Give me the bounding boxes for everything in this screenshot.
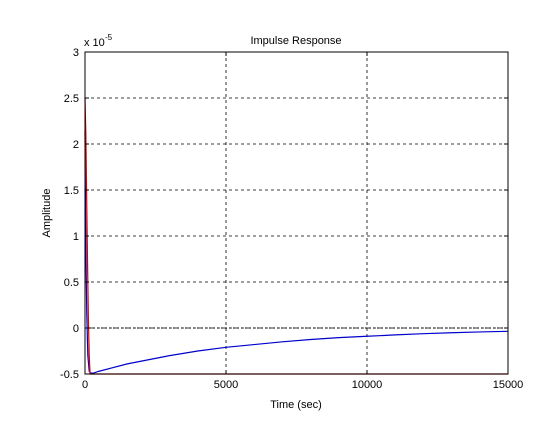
- y-tick-label: 3: [73, 47, 79, 59]
- y-exponent-power: -5: [105, 33, 113, 42]
- y-tick-label: 2.5: [64, 93, 79, 105]
- y-tick-label: 1: [73, 231, 79, 243]
- y-axis-label: Amplitude: [41, 189, 53, 238]
- x-tick-label: 10000: [352, 379, 383, 391]
- y-tick-label: 0.5: [64, 277, 79, 289]
- axes-box: [84, 51, 509, 375]
- chart-title: Impulse Response: [250, 35, 341, 47]
- x-tick-label: 0: [82, 379, 88, 391]
- x-tick-label: 5000: [214, 379, 238, 391]
- x-axis-label: Time (sec): [270, 399, 322, 411]
- series-line-1: [84, 130, 509, 374]
- y-exponent-base: x 10: [84, 37, 105, 49]
- x-tick-label: 15000: [493, 379, 524, 391]
- tick-group: 0 5000 10000 15000-0.500.511.522.53: [60, 47, 523, 391]
- y-tick-label: 1.5: [64, 185, 79, 197]
- grid: [85, 52, 508, 374]
- y-tick-label: 0: [73, 323, 79, 335]
- plot-area: [85, 52, 508, 374]
- y-tick-label: -0.5: [60, 369, 79, 381]
- y-tick-label: 2: [73, 139, 79, 151]
